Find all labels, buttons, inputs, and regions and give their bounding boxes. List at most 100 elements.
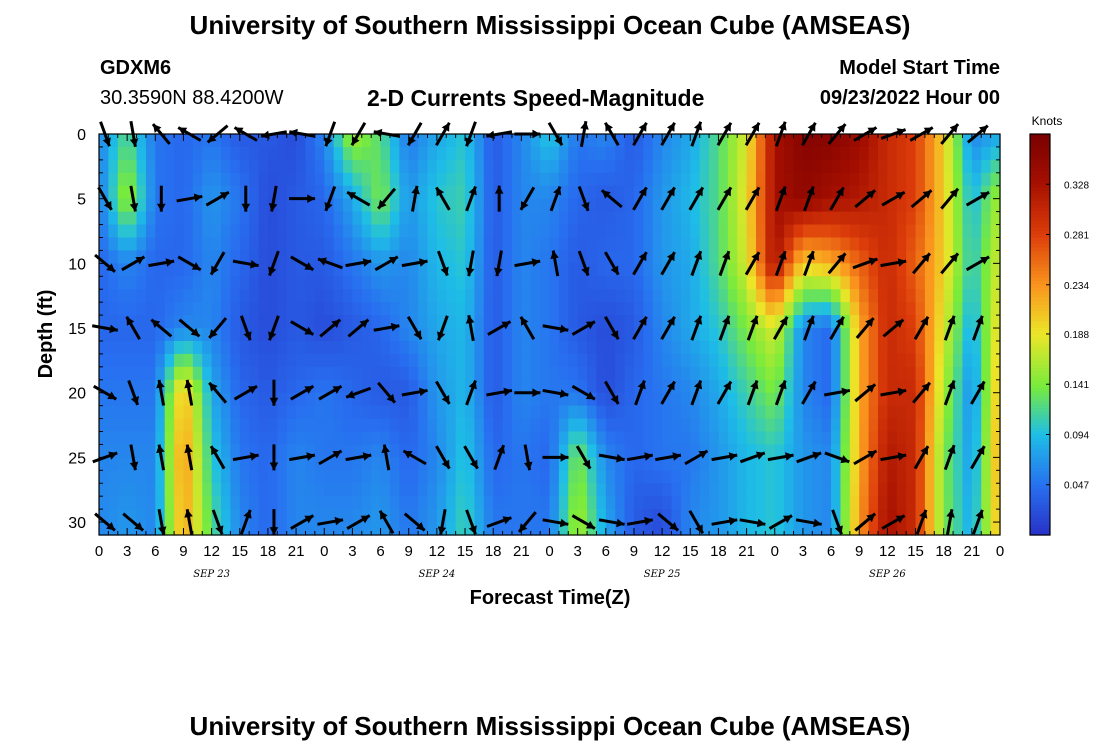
- heatmap-cell: [108, 159, 119, 174]
- heatmap-cell: [699, 340, 710, 355]
- heatmap-cell: [915, 328, 926, 342]
- heatmap-cell: [709, 470, 720, 484]
- heatmap-cell: [427, 237, 438, 252]
- heatmap-cell: [136, 483, 147, 497]
- heatmap-cell: [990, 134, 1001, 148]
- heatmap-cell: [521, 470, 532, 484]
- heatmap-cell: [164, 392, 175, 407]
- heatmap-cell: [371, 134, 382, 148]
- heatmap-cell: [934, 263, 945, 277]
- heatmap-cell: [305, 224, 316, 239]
- heatmap-cell: [493, 431, 504, 446]
- heatmap-cell: [286, 405, 297, 420]
- heatmap-cell: [192, 315, 203, 329]
- heatmap-cell: [971, 392, 982, 407]
- heatmap-cell: [352, 392, 363, 407]
- heatmap-cell: [737, 146, 748, 161]
- heatmap-cell: [831, 470, 842, 484]
- heatmap-cell: [737, 353, 748, 368]
- heatmap-cell: [596, 392, 607, 407]
- current-arrow: [487, 320, 512, 336]
- heatmap-cell: [418, 470, 429, 484]
- heatmap-cell: [117, 276, 128, 290]
- heatmap-cell: [906, 522, 917, 536]
- heatmap-cell: [924, 237, 935, 252]
- heatmap-cell: [953, 302, 964, 316]
- heatmap-cell: [727, 340, 738, 355]
- current-arrow: [150, 318, 173, 338]
- heatmap-cell: [155, 211, 166, 226]
- heatmap-cell: [352, 198, 363, 213]
- y-tick-label: 0: [77, 127, 86, 144]
- heatmap-cell: [624, 198, 635, 213]
- heatmap-cell: [840, 353, 851, 368]
- heatmap-cell: [502, 172, 513, 187]
- heatmap-cell: [953, 340, 964, 355]
- heatmap-cell: [812, 418, 823, 433]
- heatmap-cell: [258, 315, 269, 329]
- x-tick-label: 12: [203, 543, 220, 560]
- heatmap-cell: [662, 328, 673, 342]
- heatmap-cell: [267, 340, 278, 355]
- heatmap-cell: [699, 263, 710, 277]
- heatmap-cell: [361, 353, 372, 368]
- heatmap-cell: [624, 250, 635, 264]
- heatmap-cell: [465, 340, 476, 355]
- heatmap-cell: [108, 289, 119, 303]
- heatmap-cell: [812, 224, 823, 239]
- heatmap-cell: [155, 250, 166, 264]
- heatmap-cell: [887, 405, 898, 420]
- heatmap-cell: [230, 315, 241, 329]
- heatmap-cell: [652, 405, 663, 420]
- heatmap-cell: [774, 496, 785, 510]
- heatmap-cell: [934, 134, 945, 148]
- heatmap-cell: [324, 328, 335, 342]
- heatmap-cell: [755, 457, 766, 471]
- heatmap-cell: [183, 340, 194, 355]
- colorbar-segment: [1030, 190, 1050, 195]
- heatmap-cell: [859, 134, 870, 148]
- heatmap-cell: [680, 159, 691, 174]
- heatmap-cell: [943, 211, 954, 226]
- heatmap-cell: [915, 134, 926, 148]
- heatmap-cell: [164, 146, 175, 161]
- heatmap-cell: [249, 509, 260, 523]
- heatmap-cell: [953, 159, 964, 174]
- heatmap-cell: [755, 379, 766, 394]
- heatmap-cell: [953, 366, 964, 381]
- colorbar-segment: [1030, 464, 1050, 469]
- heatmap-cell: [962, 470, 973, 484]
- heatmap-cell: [549, 276, 560, 290]
- heatmap-cell: [662, 483, 673, 497]
- heatmap-cell: [436, 509, 447, 523]
- heatmap-cell: [755, 289, 766, 303]
- heatmap-cell: [558, 134, 569, 148]
- heatmap-cell: [286, 444, 297, 458]
- heatmap-cell: [793, 509, 804, 523]
- heatmap-cell: [239, 405, 250, 420]
- heatmap-cell: [399, 302, 410, 316]
- heatmap-cell: [915, 340, 926, 355]
- heatmap-cell: [380, 496, 391, 510]
- current-arrow: [290, 514, 315, 530]
- heatmap-cell: [596, 470, 607, 484]
- heatmap-cell: [221, 340, 231, 355]
- heatmap-cell: [136, 146, 147, 161]
- current-arrow: [774, 185, 787, 212]
- heatmap-cell: [530, 224, 541, 239]
- heatmap-cell: [924, 405, 935, 420]
- heatmap-cell: [296, 263, 307, 277]
- heatmap-cell: [831, 237, 842, 252]
- heatmap-cell: [389, 509, 400, 523]
- heatmap-cell: [314, 134, 325, 148]
- colorbar-segment: [1030, 167, 1050, 172]
- heatmap-cell: [662, 198, 673, 213]
- heatmap-cell: [399, 224, 410, 239]
- heatmap-cell: [530, 237, 541, 252]
- heatmap-cell: [849, 405, 860, 420]
- heatmap-cell: [455, 134, 466, 148]
- heatmap-cell: [765, 159, 776, 174]
- current-arrow: [716, 380, 733, 405]
- heatmap-cell: [343, 315, 354, 329]
- heatmap-cell: [511, 366, 522, 381]
